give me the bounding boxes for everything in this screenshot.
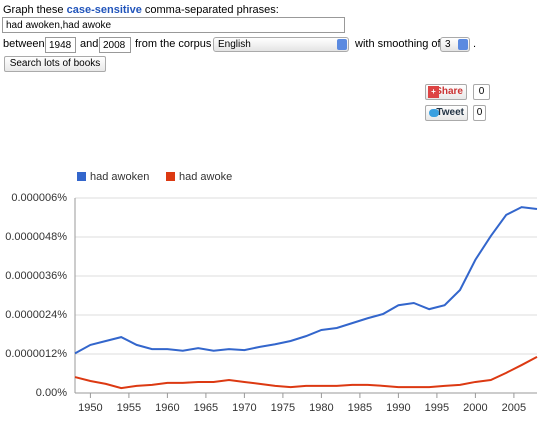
x-tick-label: 1990: [386, 402, 410, 414]
prompt-start: Graph these: [3, 4, 64, 16]
y-tick-label: 0.0000012%: [5, 348, 67, 360]
share-text: Share: [435, 86, 463, 97]
x-tick-label: 1995: [425, 402, 449, 414]
tweet-text: Tweet: [436, 107, 464, 118]
x-tick-label: 2005: [502, 402, 526, 414]
tweet-count: 0: [473, 105, 486, 121]
y-tick-label: 0.0000036%: [5, 270, 67, 282]
corpus-label: from the corpus: [135, 38, 212, 50]
y-tick-label: 0.00%: [36, 387, 67, 399]
x-tick-label: 1985: [348, 402, 372, 414]
select-arrow: [337, 39, 347, 50]
x-tick-label: 1980: [309, 402, 333, 414]
series-line: [74, 356, 538, 390]
prompt: Graph these case-sensitive comma-separat…: [3, 4, 279, 16]
smoothing-value: 3: [445, 39, 451, 50]
y-tick-label: 0.0000048%: [5, 231, 67, 243]
x-tick-label: 1950: [78, 402, 102, 414]
smoothing-select[interactable]: 3: [440, 37, 470, 52]
x-tick-label: 1975: [271, 402, 295, 414]
x-tick-label: 2000: [463, 402, 487, 414]
share-count: 0: [473, 84, 490, 100]
prompt-end: comma-separated phrases:: [144, 4, 279, 16]
y-tick-label: 0.0000024%: [5, 309, 67, 321]
start-year-input[interactable]: 1948: [45, 37, 76, 53]
phrases-input[interactable]: had awoken,had awoke: [2, 17, 345, 33]
between-label: between: [3, 38, 45, 50]
select-arrow: [458, 39, 468, 50]
corpus-value: English: [218, 39, 251, 50]
tweet-icon: [429, 109, 439, 117]
share-button[interactable]: + Share: [425, 84, 467, 100]
share-icon: +: [428, 86, 439, 98]
x-tick-label: 1960: [155, 402, 179, 414]
corpus-select[interactable]: English: [213, 37, 349, 52]
and-label: and: [80, 38, 99, 50]
x-tick-label: 1970: [232, 402, 256, 414]
period: .: [473, 38, 477, 50]
legend-swatch: [166, 172, 175, 181]
search-button[interactable]: Search lots of books: [4, 56, 106, 72]
prompt-link[interactable]: case-sensitive: [66, 4, 142, 16]
legend-label: had awoke: [179, 171, 232, 183]
legend-label: had awoken: [90, 171, 149, 183]
x-tick-label: 1965: [194, 402, 218, 414]
series-line: [74, 206, 538, 355]
tweet-button[interactable]: Tweet: [425, 105, 468, 121]
y-tick-label: 0.000006%: [11, 192, 67, 204]
x-tick-label: 1955: [117, 402, 141, 414]
smoothing-label: with smoothing of: [355, 38, 441, 50]
end-year-input[interactable]: 2008: [99, 37, 131, 53]
legend-swatch: [77, 172, 86, 181]
